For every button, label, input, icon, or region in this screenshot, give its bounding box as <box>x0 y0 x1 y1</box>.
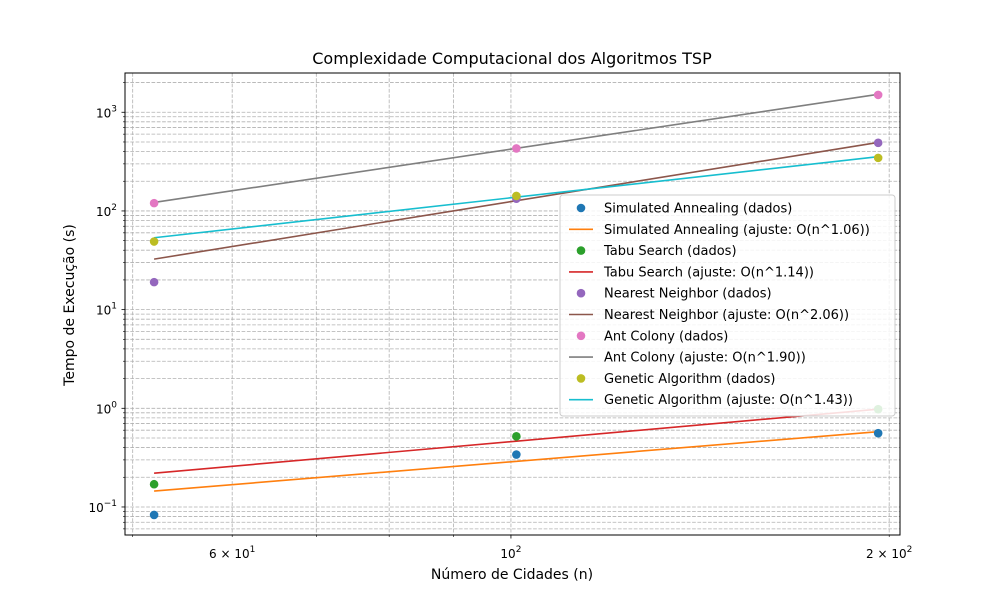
data-point <box>512 191 521 201</box>
data-point <box>873 428 883 438</box>
legend-label: Ant Colony (ajuste: O(n^1.90)) <box>604 351 806 366</box>
data-point <box>512 144 521 153</box>
legend-label: Tabu Search (dados) <box>603 244 737 259</box>
data-point <box>149 277 159 287</box>
legend-point-marker <box>576 203 586 213</box>
data-point <box>873 90 883 100</box>
legend-box <box>559 194 896 417</box>
y-tick-label: 102 <box>96 203 117 219</box>
x-tick-label: 6 × 101 <box>209 545 255 561</box>
legend-point-marker <box>576 374 586 383</box>
axis-ticks: 6 × 101 102 2 × 102 10−1 100 101 102 103 <box>88 82 912 561</box>
data-point <box>149 510 159 520</box>
y-tick-label: 103 <box>96 104 117 120</box>
x-tick-label: 102 <box>500 545 521 561</box>
data-point <box>149 479 159 489</box>
y-axis-label: Tempo de Execução (s) <box>62 224 78 387</box>
data-point <box>512 450 521 459</box>
legend-label: Simulated Annealing (ajuste: O(n^1.06)) <box>604 223 870 238</box>
legend-label: Nearest Neighbor (dados) <box>604 287 772 302</box>
data-point <box>873 138 883 148</box>
fit-line <box>154 430 879 492</box>
data-point <box>149 198 159 208</box>
chart-title: Complexidade Computacional dos Algoritmo… <box>312 49 712 68</box>
data-points <box>149 90 883 520</box>
legend-label: Nearest Neighbor (ajuste: O(n^2.06)) <box>604 308 849 323</box>
x-tick-label: 2 × 102 <box>866 545 912 561</box>
plot-frame <box>124 72 901 536</box>
y-tick-label: 101 <box>96 302 117 318</box>
legend-point-marker <box>576 331 586 341</box>
y-tick-label: 10−1 <box>88 499 117 515</box>
legend-label: Ant Colony (dados) <box>604 329 728 344</box>
fit-line <box>154 408 879 474</box>
fit-lines <box>153 93 879 492</box>
legend-label: Genetic Algorithm (dados) <box>604 372 775 387</box>
legend-label: Simulated Annealing (dados) <box>604 202 792 217</box>
legend-point-marker <box>576 246 586 255</box>
legend: Simulated Annealing (dados) Simulated Ann… <box>559 194 896 417</box>
grid-lines <box>125 73 900 535</box>
data-point <box>512 432 521 441</box>
data-point <box>149 237 159 246</box>
legend-label: Tabu Search (ajuste: O(n^1.14)) <box>603 265 814 280</box>
data-point <box>873 153 883 163</box>
x-axis-label: Número de Cidades (n) <box>431 567 593 583</box>
legend-label: Genetic Algorithm (ajuste: O(n^1.43)) <box>604 393 853 408</box>
legend-point-marker <box>576 288 586 298</box>
y-tick-label: 100 <box>96 400 117 416</box>
